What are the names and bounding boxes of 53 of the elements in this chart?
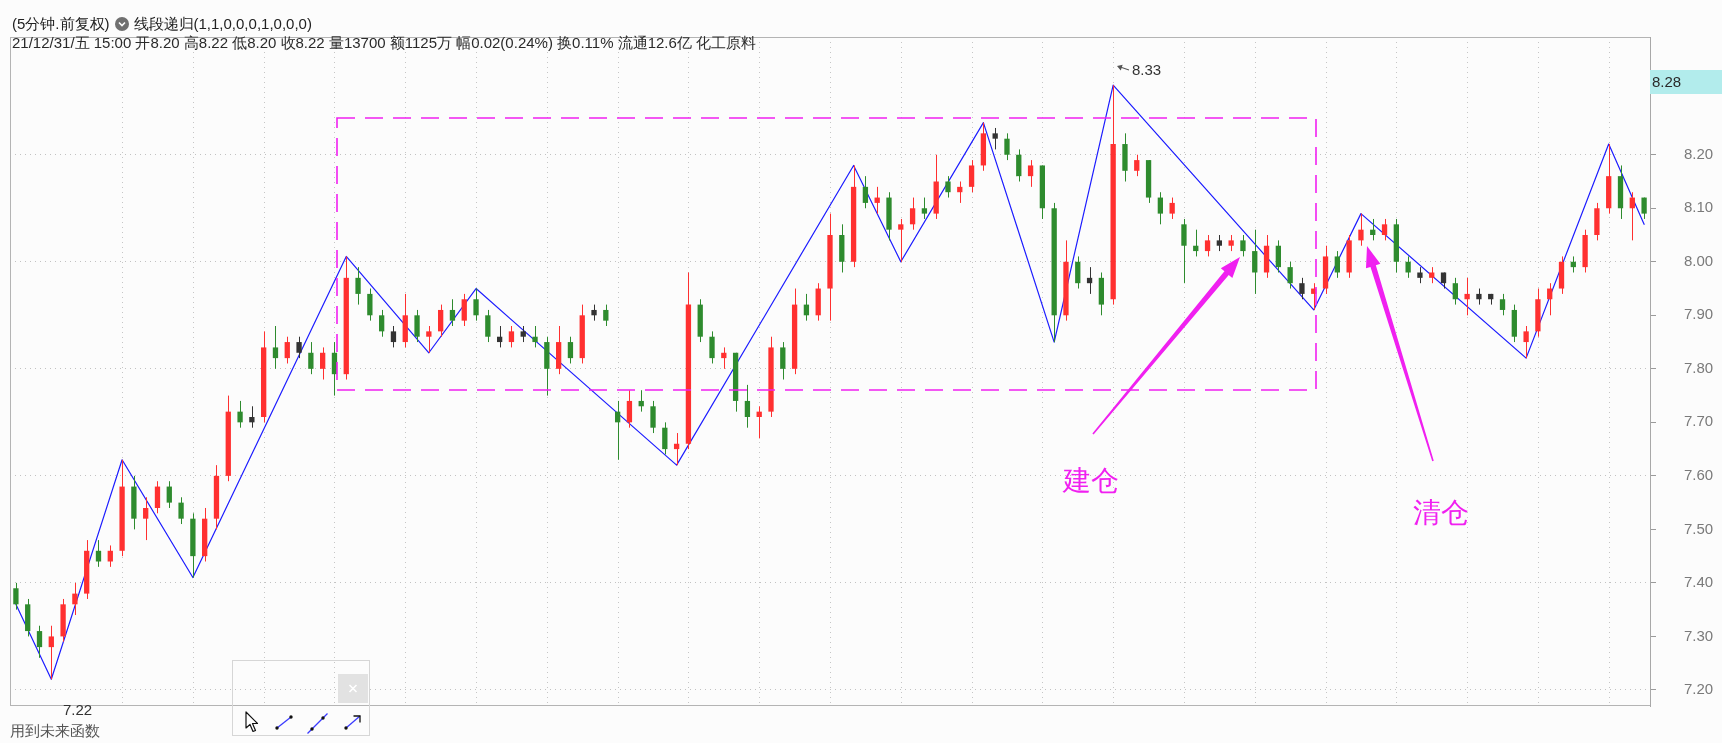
candlestick: [1594, 202, 1600, 241]
y-tick-label: 8.10: [1684, 198, 1714, 216]
y-tick-label: 7.80: [1684, 358, 1714, 376]
y-tick-label: 8.20: [1684, 144, 1714, 162]
y-tick-label: 7.70: [1684, 412, 1714, 430]
candlestick: [1535, 288, 1541, 338]
candlestick: [768, 336, 774, 418]
candlestick: [650, 400, 656, 434]
y-tick-label: 7.30: [1684, 626, 1714, 644]
candlestick: [1523, 325, 1529, 359]
candlestick: [355, 266, 361, 306]
candlestick: [190, 512, 196, 579]
candlestick: [1641, 197, 1647, 220]
candlestick: [367, 288, 373, 322]
candlestick: [886, 191, 892, 241]
candlestick: [1582, 229, 1588, 273]
candlestick: [473, 288, 479, 322]
candlestick: [414, 309, 420, 343]
candlestick: [308, 341, 314, 375]
chart-title: (5分钟.前复权): [12, 15, 110, 32]
y-tick-label: 7.40: [1684, 573, 1714, 591]
candlestick: [1004, 132, 1010, 161]
chart-subtitle: 线段递归(1,1,0,0,0,1,0,0,0): [133, 15, 312, 32]
annotation: 7.22: [63, 701, 93, 718]
y-tick-label: 7.50: [1684, 519, 1714, 537]
candlestick: [1287, 261, 1293, 290]
annotation: 建仓: [1063, 465, 1119, 496]
y-tick-label: 7.90: [1684, 305, 1714, 323]
candlestick: [119, 459, 125, 557]
text: 用到未来函数: [10, 722, 100, 739]
candlestick: [1417, 266, 1423, 284]
candlestick: [1346, 234, 1352, 279]
candlestick: [426, 325, 432, 354]
candlestick: [709, 330, 715, 364]
candlestick: [1122, 132, 1128, 182]
candlestick: [1063, 239, 1069, 322]
annotation: 清仓: [1413, 497, 1469, 528]
text: 8.28: [1652, 73, 1682, 90]
annotation: 21/12/31/五 15:00 开8.20 高8.22 低8.20 收8.22 量13700 额1125万 幅0.02(0.24%) 换0.11% 流通12.6亿 化工原料: [12, 34, 757, 51]
candlestick: [60, 598, 66, 643]
y-tick-label: 7.60: [1684, 466, 1714, 483]
candlestick: [1181, 218, 1187, 284]
y-tick-label: 8.00: [1684, 251, 1714, 269]
y-tick-label: 7.20: [1684, 680, 1714, 698]
candlestick: [1228, 234, 1234, 252]
candlestick: [13, 582, 19, 611]
annotation: 8.33: [1132, 61, 1162, 78]
candlestick: [131, 475, 137, 530]
candlestick: [178, 496, 184, 525]
candlestick: [1299, 277, 1305, 300]
candlestick: [1240, 234, 1246, 257]
candlestick: [827, 213, 833, 322]
candlestick: [296, 336, 302, 359]
